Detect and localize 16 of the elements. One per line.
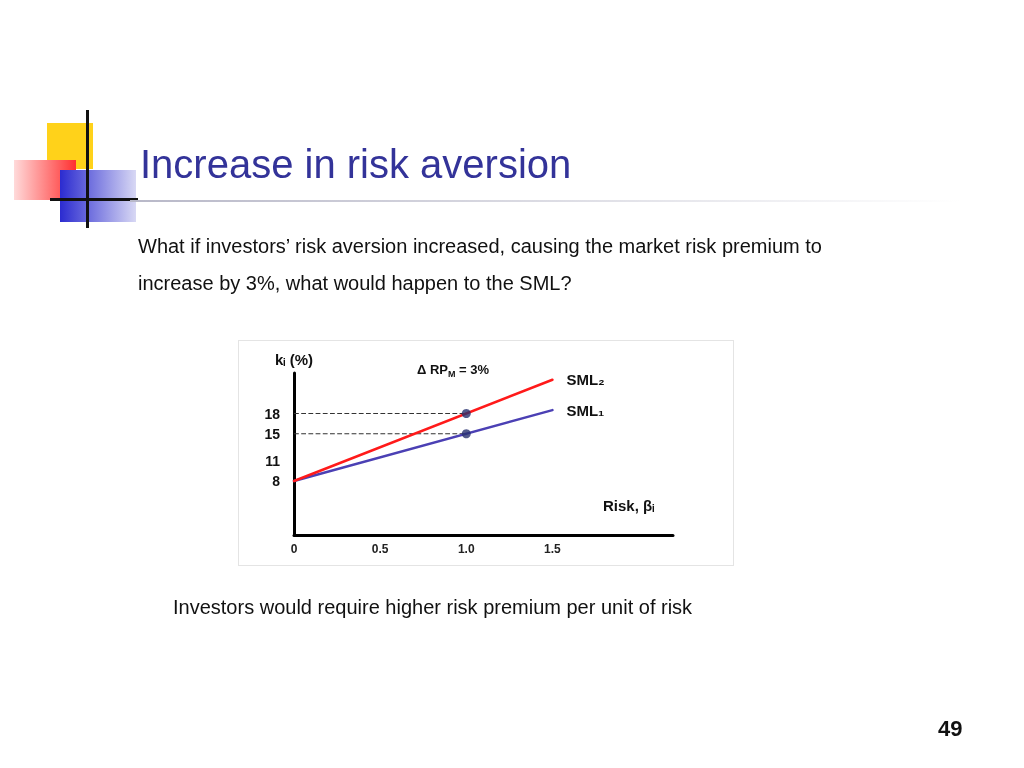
y-tick-label: 15 (264, 425, 281, 442)
y-tick-label: 11 (265, 452, 281, 469)
chart-subtitle: What if investors’ risk aversion increased, causing the market risk premium to increase by 3%, what would happen to the SML? (138, 234, 823, 296)
text: 49 (938, 716, 963, 742)
y-tick-label: 8 (272, 473, 281, 489)
text: Investors would require higher risk premium per unit of risk (173, 596, 693, 619)
series-label: SML₁ (566, 401, 605, 419)
series-label: SML₂ (566, 371, 605, 389)
chart-title: Increase in risk aversion (140, 142, 572, 187)
y-tick-label: 18 (264, 405, 281, 422)
x-tick-label: 1.5 (544, 542, 562, 556)
x-axis-title: Risk, βᵢ (603, 497, 655, 514)
y-axis-title: kᵢ (%) (275, 351, 313, 368)
x-tick-label: 1.0 (457, 542, 475, 556)
x-tick-label: 0.5 (371, 542, 389, 556)
x-tick-label: 0 (290, 542, 298, 556)
